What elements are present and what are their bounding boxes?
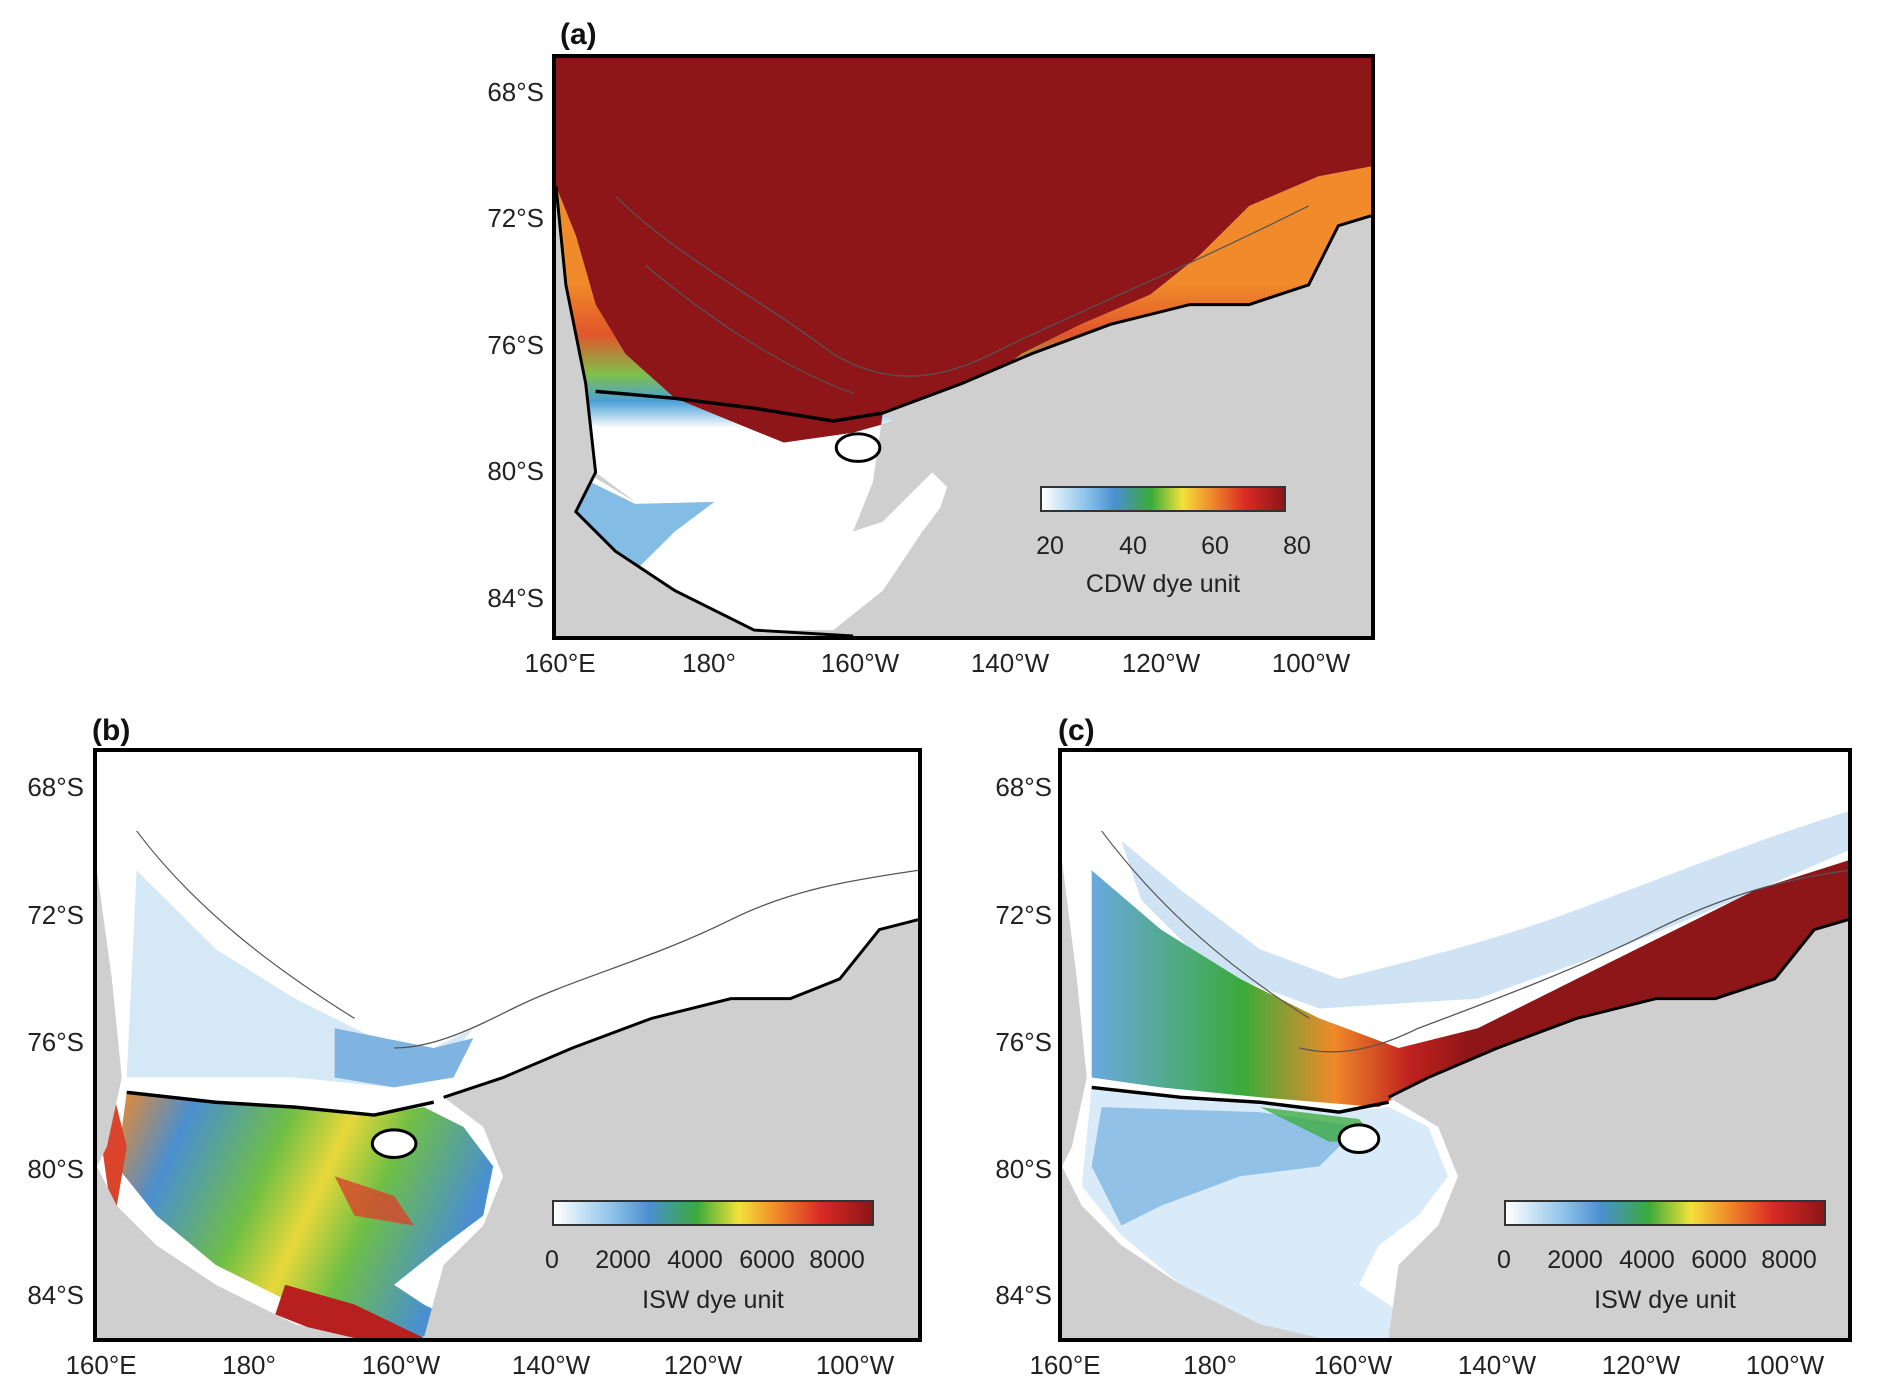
lon-label: 140°W <box>1457 1350 1537 1380</box>
land-mass <box>1388 919 1848 1338</box>
coastline <box>556 186 1371 636</box>
isw-shelf <box>1091 860 1848 1108</box>
lat-label: 68°S <box>995 772 1052 802</box>
panel-b: (b) 0 2000 4000 6000 8000 ISW dye unit 6… <box>0 700 946 1383</box>
lon-label: 140°W <box>511 1350 591 1380</box>
lon-label: 160°W <box>820 648 900 678</box>
lat-label: 84°S <box>995 1280 1052 1310</box>
isw-offshore-plume <box>1121 811 1848 1009</box>
isw-high-zone <box>275 1284 424 1338</box>
roosevelt-island <box>834 432 882 463</box>
colorbar-tick: 2000 <box>595 1246 651 1274</box>
panel-label: (a) <box>560 18 597 51</box>
bathymetry-contour <box>614 195 1309 377</box>
lon-label: 120°W <box>663 1350 743 1380</box>
colorbar-title: ISW dye unit <box>642 1286 784 1314</box>
lat-label: 80°S <box>27 1154 84 1184</box>
lon-label: 100°W <box>815 1350 895 1380</box>
roosevelt-island <box>1337 1123 1381 1155</box>
lat-label: 84°S <box>27 1280 84 1310</box>
lat-label: 72°S <box>487 203 544 233</box>
lat-label: 68°S <box>27 772 84 802</box>
panel-label: (b) <box>92 714 131 747</box>
colorbar <box>1504 1200 1826 1226</box>
shelf-tint <box>334 1028 474 1088</box>
colorbar-tick: 0 <box>1497 1246 1511 1274</box>
ice-front <box>595 389 884 423</box>
panel-c: (c) 0 2000 4000 6000 8000 ISW dye unit 6… <box>946 700 1892 1383</box>
lat-label: 80°S <box>995 1154 1052 1184</box>
land-mass <box>882 215 1371 636</box>
lon-label: 180° <box>1183 1350 1237 1380</box>
cdw-shelf <box>556 166 1371 502</box>
bathymetry-contour <box>1299 869 1848 1053</box>
lon-label: 180° <box>682 648 736 678</box>
cdw-open-ocean <box>556 58 1371 443</box>
colorbar-tick: 8000 <box>1761 1246 1817 1274</box>
isw-high-zone <box>334 1176 414 1226</box>
colorbar <box>552 1200 874 1226</box>
lat-label: 84°S <box>487 583 544 613</box>
roosevelt-island <box>370 1128 418 1159</box>
map-frame <box>552 54 1375 640</box>
colorbar-tick: 6000 <box>739 1246 795 1274</box>
lat-label: 76°S <box>487 330 544 360</box>
lat-label: 80°S <box>487 456 544 486</box>
bathymetry-contour <box>394 869 918 1049</box>
map-canvas <box>1062 811 1848 1338</box>
lon-label: 100°W <box>1271 648 1351 678</box>
map-canvas <box>556 58 1371 636</box>
map-frame <box>93 748 922 1342</box>
colorbar-tick: 40 <box>1119 532 1147 560</box>
lat-label: 72°S <box>995 900 1052 930</box>
colorbar-tick: 6000 <box>1691 1246 1747 1274</box>
lon-label: 120°W <box>1601 1350 1681 1380</box>
colorbar-title: CDW dye unit <box>1085 570 1241 598</box>
lon-label: 100°W <box>1745 1350 1825 1380</box>
map-frame <box>1058 748 1852 1342</box>
land-west <box>1062 860 1087 1167</box>
colorbar-tick: 8000 <box>809 1246 865 1274</box>
land-west <box>556 186 755 636</box>
lon-label: 160°E <box>1029 1350 1101 1380</box>
colorbar-tick: 2000 <box>1547 1246 1603 1274</box>
lat-label: 68°S <box>487 77 544 107</box>
colorbar-tick: 60 <box>1201 532 1229 560</box>
ice-front <box>126 1090 435 1117</box>
lon-label: 120°W <box>1121 648 1201 678</box>
lon-label: 160°E <box>524 648 596 678</box>
land-west <box>97 870 122 1167</box>
lat-label: 76°S <box>27 1027 84 1057</box>
colorbar-tick: 80 <box>1283 532 1311 560</box>
panel-a: (a) 20 40 60 80 CDW dye unit 68°S 7 <box>0 0 1892 690</box>
panel-label: (c) <box>1058 714 1095 747</box>
colorbar-tick: 0 <box>545 1246 559 1274</box>
colorbar <box>1040 486 1286 512</box>
coastline <box>1388 918 1848 1099</box>
colorbar-tick: 4000 <box>667 1246 723 1274</box>
coastline <box>443 918 918 1099</box>
shelf-tint <box>126 870 474 1088</box>
lon-label: 160°W <box>361 1350 441 1380</box>
bathymetry-contour <box>136 830 355 1019</box>
ice-shelf-blue-zone <box>1091 1107 1359 1226</box>
lon-label: 140°W <box>970 648 1050 678</box>
colorbar-title: ISW dye unit <box>1594 1286 1736 1314</box>
map-canvas <box>97 830 918 1338</box>
ice-front <box>1091 1085 1390 1114</box>
land-south <box>97 1166 355 1338</box>
colorbar-tick: 4000 <box>1619 1246 1675 1274</box>
bathymetry-contour <box>644 264 854 394</box>
bathymetry-contour <box>1101 830 1310 1019</box>
lat-label: 72°S <box>27 900 84 930</box>
land-south <box>1062 1166 1320 1338</box>
lat-label: 76°S <box>995 1027 1052 1057</box>
lon-label: 160°E <box>65 1350 137 1380</box>
land-mass <box>423 919 918 1338</box>
lon-label: 160°W <box>1313 1350 1393 1380</box>
lon-label: 180° <box>222 1350 276 1380</box>
colorbar-tick: 20 <box>1036 532 1064 560</box>
